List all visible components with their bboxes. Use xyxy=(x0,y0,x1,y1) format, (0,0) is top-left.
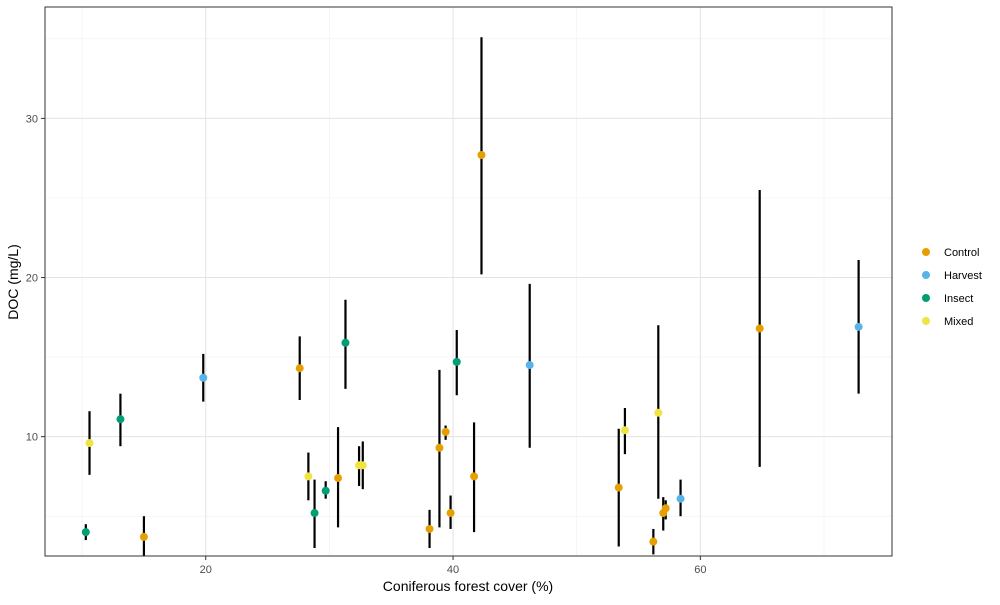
legend-label-insect: Insect xyxy=(944,293,973,305)
data-point-insect xyxy=(341,338,350,347)
legend: Control Harvest Insect Mixed xyxy=(922,247,982,328)
data-point-control xyxy=(295,364,304,373)
data-point-control xyxy=(334,474,343,483)
data-point-control xyxy=(470,472,479,481)
data-point-control xyxy=(441,427,450,436)
data-point-control xyxy=(435,443,444,452)
x-tick-label: 60 xyxy=(694,564,706,576)
legend-label-control: Control xyxy=(944,247,979,259)
data-point-mixed xyxy=(304,472,313,481)
data-point-harvest xyxy=(854,322,863,331)
y-axis-ticks: 10 20 30 xyxy=(26,113,45,444)
data-point-control xyxy=(446,509,455,518)
data-point-harvest xyxy=(676,494,685,503)
data-point-insect xyxy=(321,486,330,495)
grid-lines xyxy=(45,7,892,556)
legend-key-mixed xyxy=(922,317,930,325)
data-points xyxy=(81,150,863,546)
x-axis-ticks: 20 40 60 xyxy=(200,556,706,576)
x-tick-label: 40 xyxy=(447,564,459,576)
data-point-control xyxy=(477,150,486,159)
data-point-mixed xyxy=(358,461,367,470)
legend-label-harvest: Harvest xyxy=(944,270,982,282)
plot-border xyxy=(44,6,893,557)
y-axis-label: DOC (mg/L) xyxy=(5,244,21,319)
data-point-control xyxy=(425,524,434,533)
data-point-insect xyxy=(310,509,319,518)
data-point-insect xyxy=(116,415,125,424)
y-tick-label: 30 xyxy=(26,113,38,125)
legend-key-harvest xyxy=(922,271,930,279)
y-tick-label: 10 xyxy=(26,432,38,444)
x-axis-label: Coniferous forest cover (%) xyxy=(383,578,553,594)
data-point-insect xyxy=(81,528,90,537)
plot-background xyxy=(45,7,892,556)
data-point-control xyxy=(661,504,670,513)
data-point-control xyxy=(139,532,148,541)
data-point-control xyxy=(614,483,623,492)
legend-label-mixed: Mixed xyxy=(944,316,973,328)
data-point-mixed xyxy=(620,426,629,435)
data-point-control xyxy=(755,324,764,333)
data-point-insect xyxy=(452,357,461,366)
data-point-mixed xyxy=(85,439,94,448)
data-point-mixed xyxy=(654,408,663,417)
data-point-harvest xyxy=(525,361,534,370)
legend-key-insect xyxy=(922,294,930,302)
x-tick-label: 20 xyxy=(200,564,212,576)
data-point-control xyxy=(649,537,658,546)
legend-key-control xyxy=(922,248,930,256)
y-tick-label: 20 xyxy=(26,273,38,285)
data-point-harvest xyxy=(199,373,208,382)
